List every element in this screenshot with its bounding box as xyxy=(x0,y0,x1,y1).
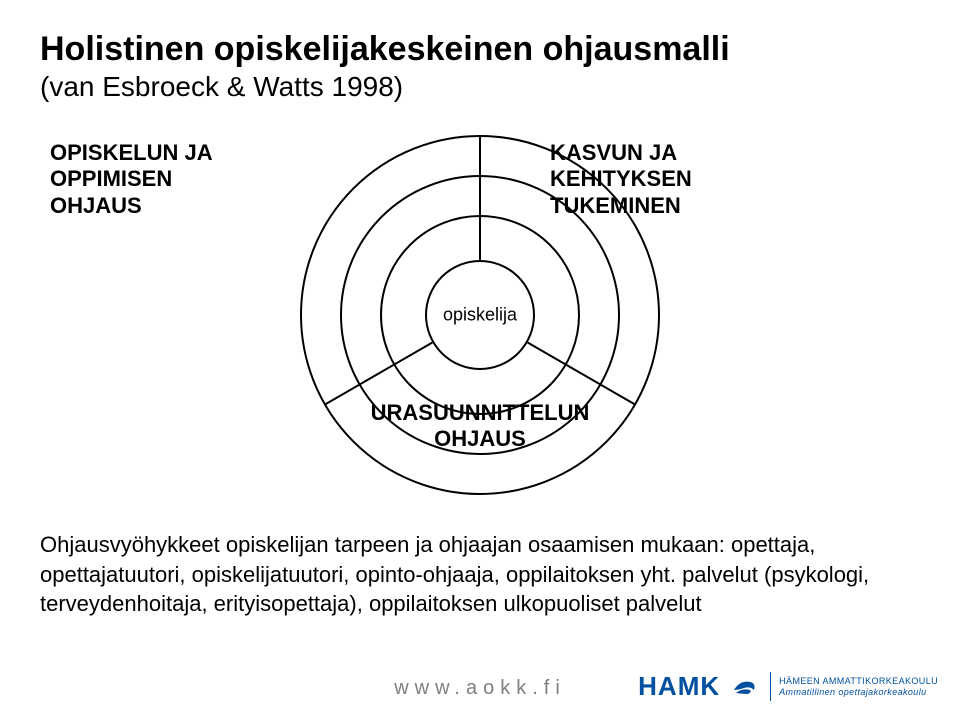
logo-sub-bottom: Ammatillinen opettajakorkeakoulu xyxy=(779,687,938,698)
logo: HAMK HÄMEEN AMMATTIKORKEAKOULU Ammatilli… xyxy=(638,671,938,702)
diagram: OPISKELUN JAOPPIMISENOHJAUS KASVUN JAKEH… xyxy=(0,120,960,510)
body-text: Ohjausvyöhykkeet opiskelijan tarpeen ja … xyxy=(40,530,920,619)
center-label: opiskelija xyxy=(443,305,517,326)
sector-label-right: KASVUN JAKEHITYKSENTUKEMINEN xyxy=(550,140,850,219)
logo-subtext: HÄMEEN AMMATTIKORKEAKOULU Ammatillinen o… xyxy=(770,672,938,702)
logo-bird-icon xyxy=(730,672,760,702)
sector-label-bottom: URASUUNNITTELUNOHJAUS xyxy=(300,400,660,453)
slide-subtitle: (van Esbroeck & Watts 1998) xyxy=(40,71,920,103)
sector-label-left: OPISKELUN JAOPPIMISENOHJAUS xyxy=(50,140,310,219)
logo-block: HAMK xyxy=(638,671,720,702)
slide-title: Holistinen opiskelijakeskeinen ohjausmal… xyxy=(40,30,920,69)
slide: Holistinen opiskelijakeskeinen ohjausmal… xyxy=(0,0,960,716)
spoke xyxy=(479,135,481,260)
logo-sub-top: HÄMEEN AMMATTIKORKEAKOULU xyxy=(779,676,938,687)
footer-url: www.aokk.fi xyxy=(394,677,566,700)
logo-text: HAMK xyxy=(638,671,720,702)
